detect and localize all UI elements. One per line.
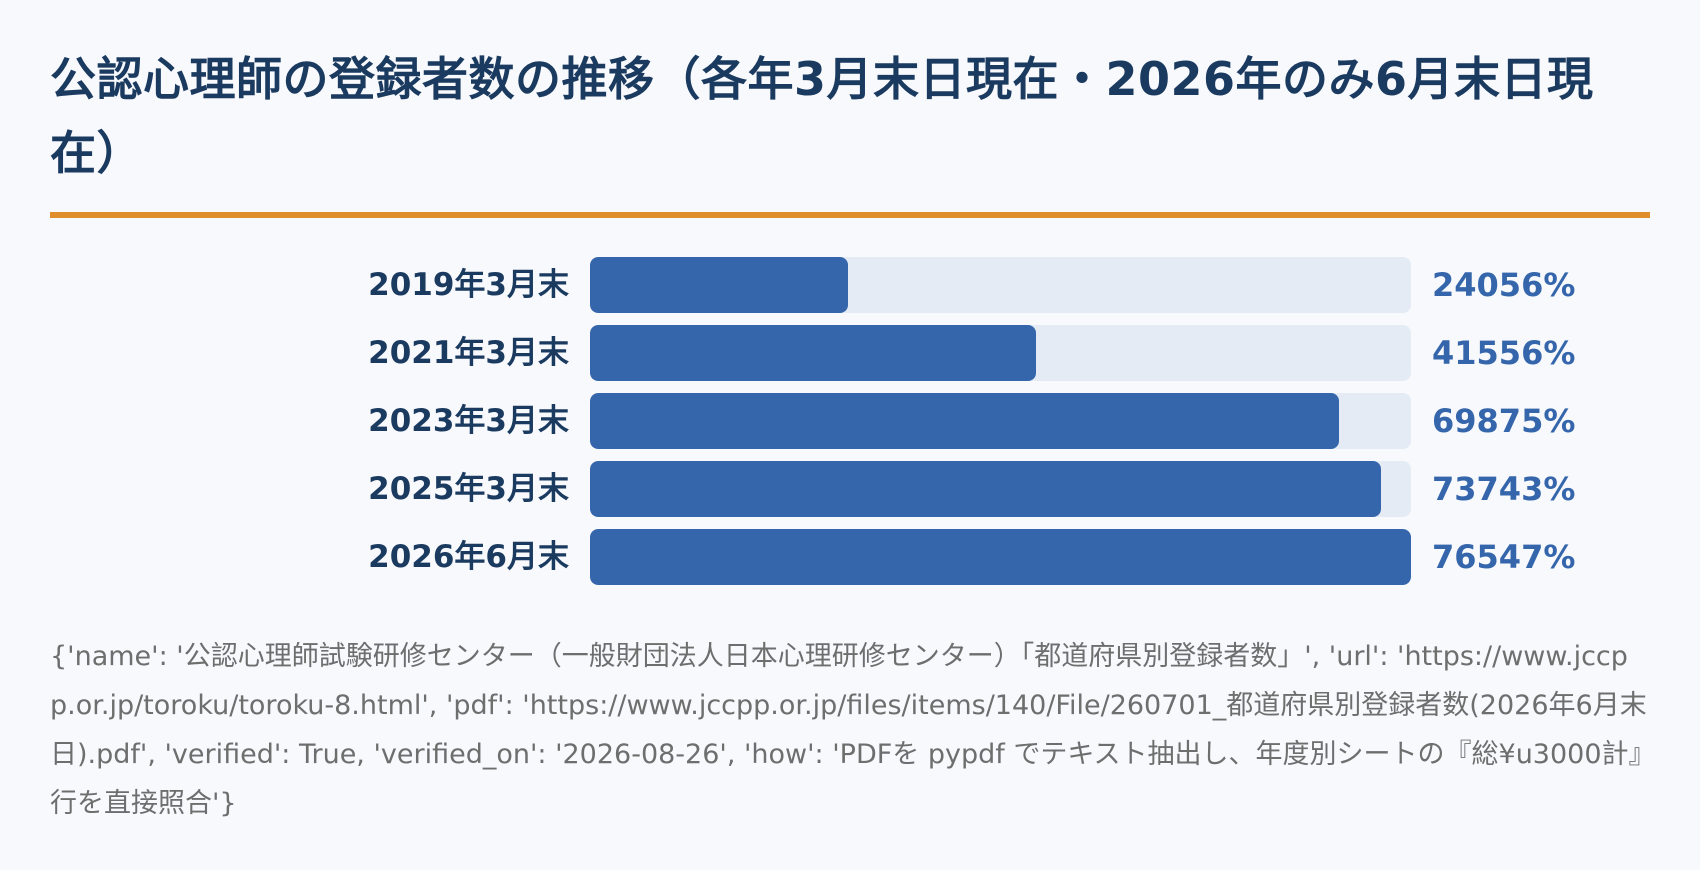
bar-row: 2019年3月末 24056% (50, 257, 1650, 313)
bar-row: 2023年3月末 69875% (50, 393, 1650, 449)
value-label: 73743% (1432, 470, 1576, 508)
value-label: 69875% (1432, 402, 1576, 440)
bar (590, 257, 848, 313)
bar (590, 529, 1411, 585)
source-note: {'name': '公認心理師試験研修センター（一般財団法人日本心理研修センター… (50, 641, 1647, 819)
bar-row: 2021年3月末 41556% (50, 325, 1650, 381)
category-label: 2025年3月末 (368, 471, 569, 507)
value-label: 24056% (1432, 266, 1576, 304)
chart-title: 公認心理師の登録者数の推移（各年3月末日現在・2026年のみ6月末日現在） (50, 52, 1594, 180)
value-label: 41556% (1432, 334, 1576, 372)
bar-track (590, 325, 1411, 381)
category-label: 2019年3月末 (368, 267, 569, 303)
title-divider (50, 212, 1650, 218)
bar-track (590, 257, 1411, 313)
chart-figure: 公認心理師の登録者数の推移（各年3月末日現在・2026年のみ6月末日現在） 20… (50, 42, 1650, 828)
category-label: 2021年3月末 (368, 335, 569, 371)
bar (590, 461, 1381, 517)
bar (590, 325, 1036, 381)
bar-track (590, 393, 1411, 449)
value-label: 76547% (1432, 538, 1576, 576)
category-label: 2026年6月末 (368, 539, 569, 575)
bar-chart: 2019年3月末 24056% 2021年3月末 41556% 2023年3月末 6987… (50, 257, 1650, 613)
bar-track (590, 529, 1411, 585)
bar-row: 2026年6月末 76547% (50, 529, 1650, 585)
bar (590, 393, 1339, 449)
category-label: 2023年3月末 (368, 403, 569, 439)
bar-row: 2025年3月末 73743% (50, 461, 1650, 517)
bar-track (590, 461, 1411, 517)
